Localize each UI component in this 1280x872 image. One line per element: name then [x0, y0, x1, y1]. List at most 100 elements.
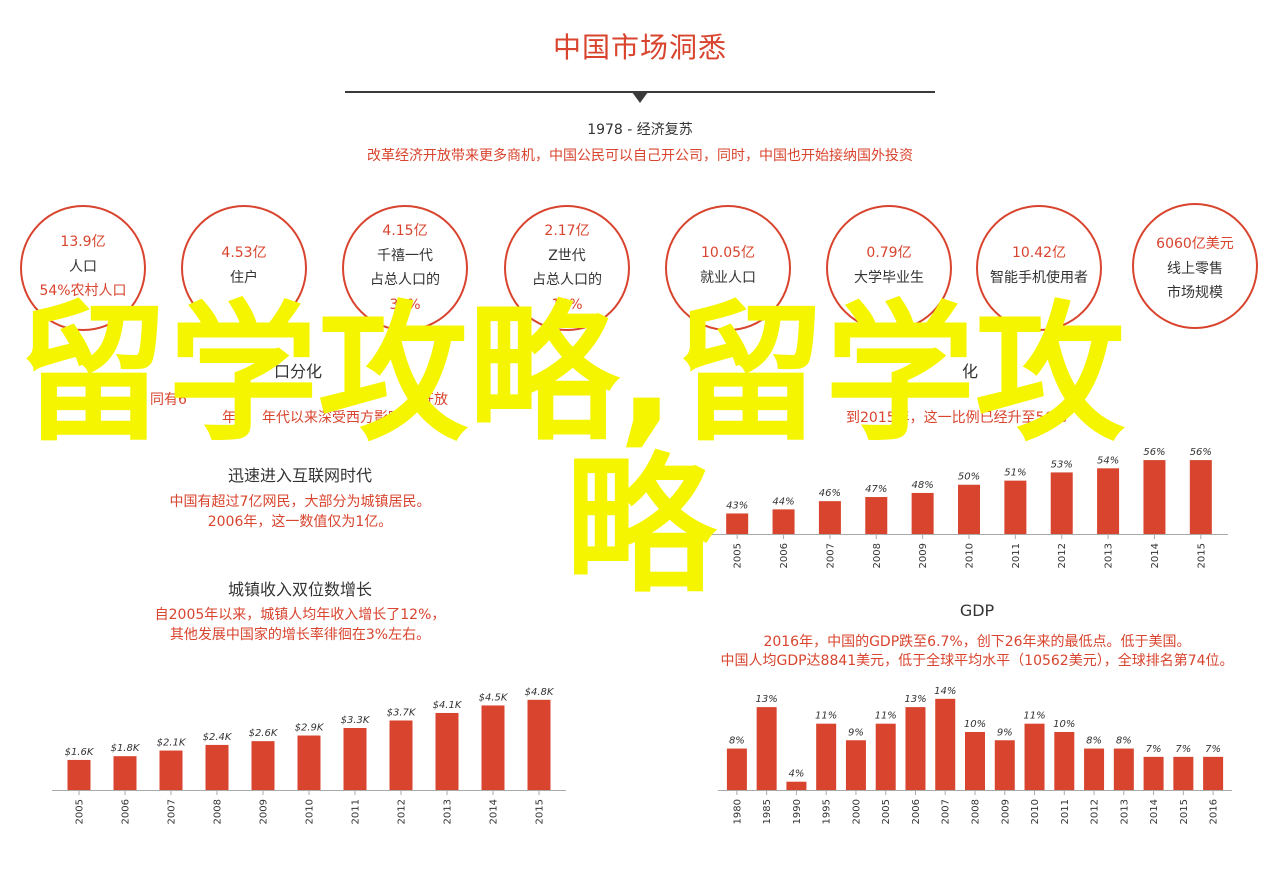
stat-circle-population: 13.9亿 人口 54%农村人口 [20, 205, 146, 331]
stat-value: 4.15亿 [382, 223, 428, 239]
stat-label: Z世代 [548, 248, 586, 264]
bar-1995 [816, 723, 837, 790]
stat-label: 人口 [69, 259, 97, 275]
bar-2009 [251, 741, 275, 790]
tick-label-2012: 2012 [1090, 799, 1101, 824]
tick-label-2013: 2013 [443, 799, 454, 824]
stat-sublabel: 市场规模 [1167, 285, 1223, 301]
bar-2009 [994, 740, 1015, 790]
tick-label-2007: 2007 [825, 543, 836, 568]
bar-2013 [435, 712, 459, 790]
section-text-fragment: 开放 [420, 392, 448, 408]
bar-2007 [935, 698, 956, 790]
bar-2010 [958, 484, 980, 534]
bar-2010 [297, 735, 321, 790]
bar-2005 [67, 759, 91, 790]
tick-label-2010: 2010 [1030, 799, 1041, 824]
data-label-2005: 11% [875, 711, 897, 722]
stat-label: 大学毕业生 [854, 270, 924, 286]
data-label-2005: $1.6K [65, 747, 95, 758]
stat-percent: 30% [389, 297, 421, 313]
data-label-2000: 9% [848, 727, 864, 738]
data-label-2010: $2.9K [295, 723, 325, 734]
stat-circle-online-retail: 6060亿美元 线上零售 市场规模 [1132, 203, 1258, 329]
tick-label-2011: 2011 [1011, 543, 1022, 568]
data-label-2006: $1.8K [111, 743, 141, 754]
stat-value: 6060亿美元 [1156, 236, 1234, 252]
section-title-income: 城镇收入双位数增长 [227, 580, 372, 599]
timeline-marker-icon [632, 92, 648, 103]
data-label-2008: $2.4K [203, 732, 233, 743]
tick-label-2008: 2008 [872, 543, 883, 568]
data-label-1995: 11% [815, 711, 837, 722]
stat-value: 10.42亿 [1011, 245, 1067, 261]
bar-2005 [726, 513, 749, 534]
tick-label-2009: 2009 [918, 543, 929, 568]
data-label-2013: 54% [1097, 455, 1119, 466]
tick-label-2007: 2007 [167, 799, 178, 824]
chart-urban-income: $1.6K 2005 $1.8K 2006 $2.1K 2007 $2.4K 2008 $2.6… [52, 687, 566, 824]
tick-label-1980: 1980 [732, 799, 743, 824]
bar-2007 [818, 501, 841, 534]
chart-urbanization: 43% 2005 44% 2006 46% 2007 47% 2008 48% 2009 50% 20… [710, 447, 1228, 568]
bar-2006 [113, 756, 137, 790]
period-title: 1978 - 经济复苏 [587, 122, 693, 138]
tick-label-2013: 2013 [1104, 543, 1115, 568]
data-label-2009: 9% [997, 727, 1013, 738]
data-label-2015: 7% [1175, 744, 1191, 755]
tick-label-2012: 2012 [397, 799, 408, 824]
bar-2008 [205, 744, 229, 790]
stat-value: 13.9亿 [60, 234, 106, 250]
stat-value: 10.05亿 [700, 245, 756, 261]
bar-2005 [875, 723, 896, 790]
stat-circle-households: 4.53亿 住户 [181, 205, 307, 331]
tick-label-1985: 1985 [762, 799, 773, 824]
data-label-2010: 11% [1023, 711, 1045, 722]
stat-label: 就业人口 [700, 270, 756, 286]
stat-label: 住户 [230, 270, 258, 286]
tick-label-2014: 2014 [1150, 543, 1161, 568]
overlay-watermark-text: 留学攻略,留学攻 [18, 288, 1125, 462]
stat-label: 千禧一代 [377, 248, 433, 264]
chart-gdp-growth: 8% 1980 13% 1985 4% 1990 11% 1995 9% 2000 11% 2005 1… [718, 686, 1232, 824]
bar-2014 [1143, 460, 1166, 534]
data-label-1980: 8% [729, 736, 745, 747]
data-label-2008: 10% [964, 719, 986, 730]
data-label-2011: $3.3K [341, 715, 371, 726]
section-text-income-1: 自2005年以来，城镇人均年收入增长了12%， [154, 607, 446, 623]
data-label-2015: 56% [1190, 447, 1212, 458]
tick-label-2013: 2013 [1119, 799, 1130, 824]
section-text-internet-2: 2006年，这一数值仅为1亿。 [207, 514, 393, 530]
section-text-gdp-1: 2016年，中国的GDP跌至6.7%，创下26年来的最低点。低于美国。 [763, 634, 1191, 650]
section-text-income-2: 其他发展中国家的增长率徘徊在3%左右。 [169, 627, 431, 643]
data-label-2013: $4.1K [433, 700, 463, 711]
section-text-gdp-2: 中国人均GDP达8841美元，低于全球平均水平（10562美元），全球排名第74… [720, 653, 1234, 669]
tick-label-2014: 2014 [1149, 799, 1160, 824]
section-text-fragment: 同有6 [150, 392, 187, 408]
bar-2015 [1173, 756, 1194, 790]
stat-label: 线上零售 [1167, 261, 1223, 277]
bar-2012 [389, 720, 413, 790]
stat-label: 智能手机使用者 [990, 270, 1088, 286]
stat-percent: 18% [551, 297, 583, 313]
tick-label-2005: 2005 [75, 799, 86, 824]
tick-label-2006: 2006 [121, 799, 132, 824]
tick-label-2005: 2005 [733, 543, 744, 568]
data-label-2009: 48% [912, 480, 934, 491]
data-label-2012: 8% [1086, 736, 1102, 747]
tick-label-2000: 2000 [851, 799, 862, 824]
data-label-2007: 46% [819, 488, 841, 499]
stat-circle-millennials: 4.15亿 千禧一代 占总人口的 30% [342, 205, 468, 331]
section-text-urbanization: 到2015年，这一比例已经升至56% [846, 410, 1067, 426]
stat-value: 4.53亿 [221, 245, 267, 261]
tick-label-2016: 2016 [1209, 799, 1220, 824]
stat-value: 0.79亿 [866, 245, 912, 261]
bar-2016 [1203, 756, 1224, 790]
tick-label-2008: 2008 [971, 799, 982, 824]
section-title-gdp: GDP [959, 601, 995, 620]
section-text-fragment: 年。 [222, 410, 250, 426]
page-title: 中国市场洞悉 [552, 31, 727, 64]
tick-label-2008: 2008 [213, 799, 224, 824]
data-label-2006: 44% [772, 496, 794, 507]
bar-2013 [1113, 748, 1134, 790]
